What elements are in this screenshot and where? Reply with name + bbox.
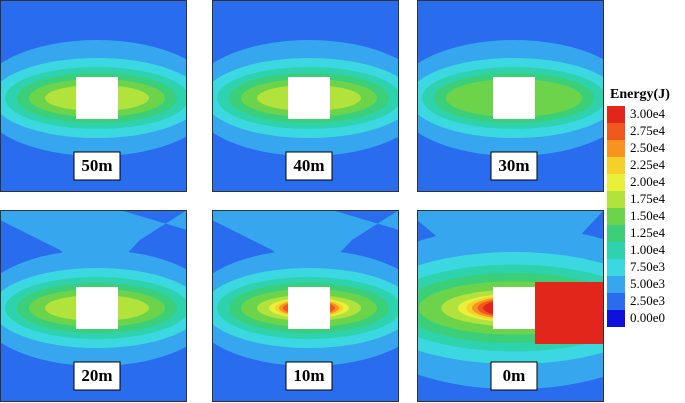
contour-panel: 20m [0, 210, 187, 402]
colorbar-label: 1.25e4 [630, 225, 666, 240]
colorbar-swatch [607, 276, 625, 293]
panel-label: 40m [293, 156, 324, 175]
panel-label: 30m [498, 156, 529, 175]
colorbar-label: 2.75e4 [630, 123, 666, 138]
panel-label: 20m [81, 366, 112, 385]
colorbar-label: 2.50e4 [630, 140, 666, 155]
panel-label: 10m [293, 366, 324, 385]
upper-band [212, 210, 399, 285]
colorbar-swatch [607, 259, 625, 276]
label-box [285, 151, 333, 181]
opening [76, 77, 118, 119]
colorbar-label: 5.00e3 [630, 276, 665, 291]
panel-frame [212, 210, 399, 402]
colorbar-label: 1.50e4 [630, 208, 666, 223]
colorbar-swatch [607, 208, 625, 225]
colorbar-title: Energy(J) [610, 87, 670, 102]
colorbar-label: 2.25e4 [630, 157, 666, 172]
label-box [490, 151, 538, 181]
colorbar-label: 0.00e0 [630, 310, 665, 325]
colorbar-swatch [607, 157, 625, 174]
opening [493, 287, 535, 329]
colorbar-label: 2.00e4 [630, 174, 666, 189]
panel-frame [0, 0, 187, 192]
label-box [490, 361, 538, 391]
colorbar-swatch [607, 225, 625, 242]
panel-label: 0m [503, 366, 526, 385]
colorbar-label: 3.00e4 [630, 106, 666, 121]
label-box [285, 361, 333, 391]
contour-panel: 0m [417, 210, 604, 402]
colorbar-label: 1.00e4 [630, 242, 666, 257]
colorbar-swatch [607, 174, 625, 191]
opening [493, 77, 535, 119]
hot-region [535, 282, 604, 344]
label-box [73, 361, 121, 391]
contour-panel: 10m [212, 210, 399, 402]
opening [288, 77, 330, 119]
colorbar-label: 2.50e3 [630, 293, 665, 308]
colorbar-swatch [607, 293, 625, 310]
contour-panel: 40m [212, 0, 399, 192]
panel-frame [417, 0, 604, 192]
contour-panel: 30m [417, 0, 604, 192]
colorbar-swatch [607, 140, 625, 157]
colorbar-label: 1.75e4 [630, 191, 666, 206]
panel-frame [212, 0, 399, 192]
contour-panel: 50m [0, 0, 187, 192]
colorbar-swatch [607, 123, 625, 140]
opening [288, 287, 330, 329]
upper-band [0, 210, 187, 285]
panel-frame [0, 210, 187, 402]
colorbar-swatch [607, 310, 625, 327]
panel-label: 50m [81, 156, 112, 175]
colorbar-label: 7.50e3 [630, 259, 665, 274]
label-box [73, 151, 121, 181]
colorbar-swatch [607, 242, 625, 259]
panel-frame [417, 210, 604, 402]
colorbar-swatch [607, 191, 625, 208]
opening [76, 287, 118, 329]
colorbar-swatch [607, 106, 625, 123]
